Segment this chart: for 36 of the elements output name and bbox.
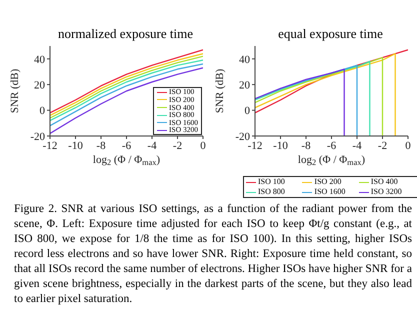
y-tick-label: 0: [244, 105, 250, 118]
x-tick-label: -10: [273, 140, 288, 152]
line-series: [255, 68, 345, 136]
y-tick-label: 20: [34, 79, 46, 92]
caption: Figure 2. SNR at various ISO settings, as a function of the radiant power from the scene, Φ. Left: Exposure time adjusted for each ISO to keep Φt/g constant (e.g., at ISO 800, we expose for 1/8 the time as for ISO 100). In this setting, higher ISOs record less electrons and so have lower SNR. Right: Exposure time held constant, so that all ISOs record the same number of electrons. Higher ISOs have higher SNR for a given scene brightness, especially in the darkest parts of the scene, but they also lead to earlier pixel saturation.: [13, 202, 413, 307]
x-tick-label: -6: [122, 140, 132, 152]
x-tick-label: 0: [200, 140, 206, 152]
x-tick-label: -12: [42, 140, 58, 152]
x-tick-label: 0: [405, 140, 412, 152]
legend-label: ISO 3200: [370, 187, 402, 197]
y-tick-label: 40: [239, 54, 250, 66]
x-axis-title: log$_{2}$ (Φ / Φ$_{max}$): [298, 154, 366, 168]
x-tick-label: -2: [378, 140, 388, 152]
x-tick-label: -4: [147, 140, 158, 152]
legend-label: ISO 200: [314, 177, 342, 187]
legend-label: ISO 1600: [314, 187, 346, 197]
y-tick-label: 20: [239, 79, 250, 92]
y-axis-title: SNR (dB): [214, 68, 226, 114]
x-axis-title: log$_{2}$ (Φ / Φ$_{max}$): [92, 154, 160, 168]
y-tick-label: -20: [30, 130, 46, 143]
y-tick-label: 40: [34, 54, 46, 66]
x-tick-label: -8: [96, 140, 106, 152]
y-tick-label: -20: [235, 130, 250, 143]
y-axis-title: SNR (dB): [9, 68, 21, 114]
x-tick-label: -10: [68, 140, 84, 152]
y-tick-label: 0: [40, 105, 46, 118]
legend-label: ISO 100: [258, 177, 285, 187]
chart-title: normalized exposure time: [56, 26, 194, 42]
legend-label: ISO 800: [258, 187, 285, 197]
x-tick-label: -8: [301, 140, 312, 152]
legend-label: ISO 400: [370, 177, 398, 187]
x-tick-label: -2: [172, 140, 182, 152]
x-tick-label: -12: [248, 140, 262, 152]
x-tick-label: -6: [326, 140, 337, 152]
x-tick-label: -4: [352, 140, 362, 152]
chart-title: equal exposure time: [277, 26, 384, 42]
